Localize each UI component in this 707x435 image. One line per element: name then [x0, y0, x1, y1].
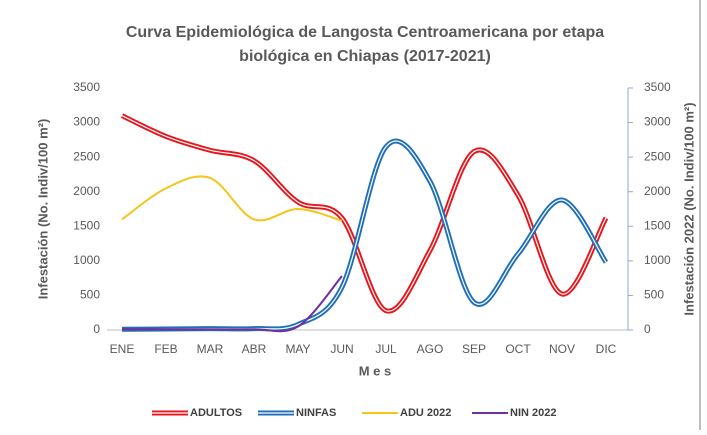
x-tick-label: MAY	[285, 342, 310, 356]
x-tick-label: JUN	[330, 342, 353, 356]
y2-tick-label: 1500	[644, 218, 671, 232]
y2-tick-label: 500	[644, 288, 664, 302]
y-tick-label: 2000	[73, 184, 100, 198]
y2-axis-label: Infestación 2022 (No. Indiv/100 m²)	[681, 102, 696, 315]
y-tick-label: 3500	[73, 80, 100, 94]
x-tick-label: ABR	[242, 342, 267, 356]
y2-tick-label: 0	[644, 322, 651, 336]
y2-tick-label: 2500	[644, 149, 671, 163]
chart-title: biológica en Chiapas (2017-2021)	[239, 48, 491, 65]
legend-label: NIN 2022	[510, 407, 556, 419]
x-axis-label: M e s	[359, 363, 392, 378]
y-tick-label: 2500	[73, 149, 100, 163]
legend-label: NINFAS	[296, 407, 336, 419]
x-tick-label: AGO	[417, 342, 444, 356]
y2-tick-label: 2000	[644, 184, 671, 198]
y-tick-label: 3000	[73, 115, 100, 129]
x-tick-label: FEB	[154, 342, 177, 356]
y-tick-label: 0	[93, 322, 100, 336]
x-tick-label: SEP	[462, 342, 486, 356]
y-tick-label: 1500	[73, 218, 100, 232]
y-tick-label: 500	[80, 288, 100, 302]
series-line	[121, 175, 343, 222]
x-tick-label: JUL	[375, 342, 397, 356]
y2-tick-label: 3000	[644, 115, 671, 129]
line-highlight	[121, 115, 607, 312]
y-tick-label: 1000	[73, 253, 100, 267]
x-tick-label: MAR	[197, 342, 224, 356]
legend-label: ADU 2022	[400, 407, 451, 419]
series-line	[122, 275, 343, 333]
y2-tick-label: 3500	[644, 80, 671, 94]
x-tick-label: NOV	[549, 342, 575, 356]
legend-label: ADULTOS	[190, 407, 242, 419]
y-axis-label: Infestación (No. Indiv/100 m²)	[35, 119, 50, 300]
x-tick-label: DIC	[596, 342, 617, 356]
y2-tick-label: 1000	[644, 253, 671, 267]
chart-title: Curva Epidemiológica de Langosta Centroa…	[126, 24, 604, 41]
x-tick-label: ENE	[110, 342, 135, 356]
x-tick-label: OCT	[505, 342, 531, 356]
